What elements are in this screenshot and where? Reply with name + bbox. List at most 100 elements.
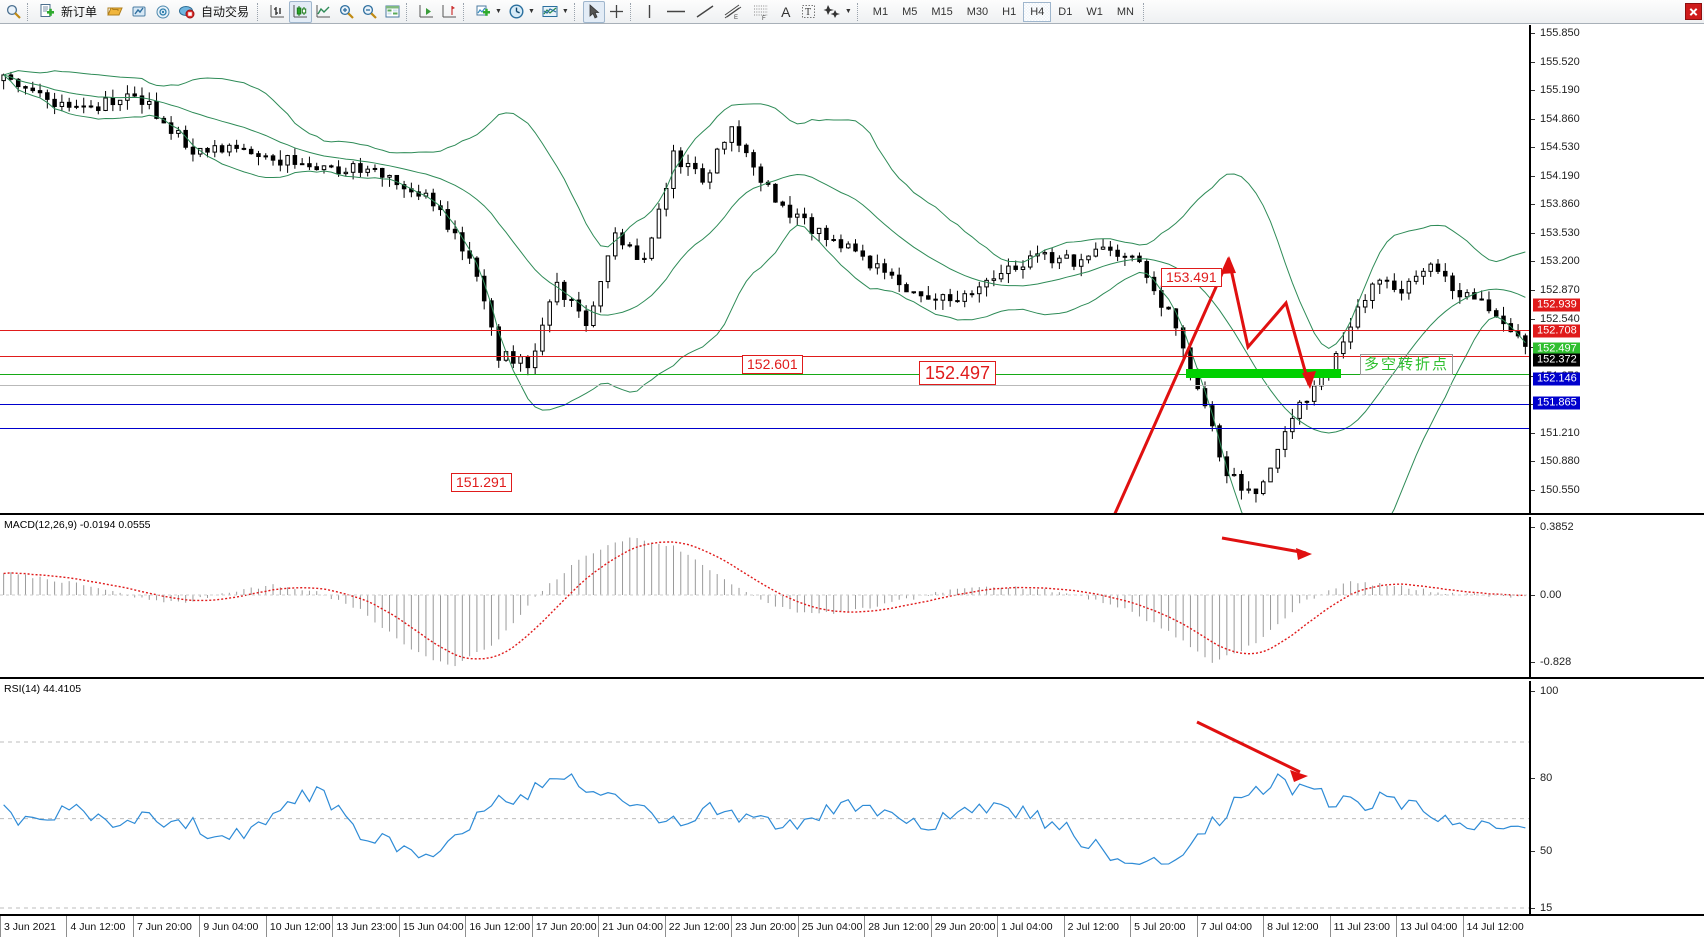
fibonacci-icon[interactable]: F (747, 1, 775, 23)
text-icon[interactable]: A (781, 3, 791, 20)
time-separator (1196, 916, 1198, 937)
price-tick (1531, 432, 1535, 434)
drawn-objects-svg (1113, 256, 1341, 513)
price-tag-152372[interactable]: 152.372 (1533, 353, 1580, 367)
tf-m1[interactable]: M1 (866, 2, 895, 22)
chevron-down-icon[interactable]: ▼ (844, 8, 852, 15)
cursor-icon[interactable] (582, 0, 605, 23)
rsi-plot-area[interactable]: RSI(14) 44.4105 (0, 681, 1529, 914)
price-tick-label: 154.860 (1540, 112, 1580, 125)
tf-h4[interactable]: H4 (1023, 1, 1052, 22)
time-tick-label: 4 Jun 12:00 (70, 921, 126, 933)
price-tag-152708[interactable]: 152.708 (1533, 324, 1580, 338)
new-order-button[interactable]: 新订单 (36, 1, 103, 23)
tf-h1[interactable]: H1 (995, 2, 1023, 22)
annotation-turning-point[interactable]: 多空转折点 (1360, 354, 1454, 375)
chart-shift-icon[interactable] (438, 1, 461, 23)
rsi-axis[interactable]: 100 80 50 15 (1529, 681, 1704, 914)
tf-m30[interactable]: M30 (960, 2, 995, 22)
price-axis[interactable]: 155.850 155.520 155.190 154.860 154.530 154.1… (1529, 25, 1704, 513)
annotation-152601[interactable]: 152.601 (742, 355, 803, 374)
auto-scroll-icon[interactable] (415, 1, 438, 23)
crosshair-icon[interactable] (605, 1, 628, 23)
macd-drawn-arrow-svg (1221, 536, 1312, 560)
price-tick (1531, 289, 1535, 291)
time-separator (465, 916, 467, 937)
tf-d1[interactable]: D1 (1051, 2, 1079, 22)
time-tick-label: 8 Jul 12:00 (1267, 921, 1319, 933)
time-tick-label: 10 Jun 12:00 (269, 921, 331, 933)
metaeditor-icon[interactable] (127, 1, 151, 23)
toolbar-separator (629, 2, 637, 21)
rsi-drawn-arrow-svg (1196, 720, 1308, 782)
price-tick-label: 152.540 (1540, 312, 1580, 325)
macd-axis[interactable]: 0.3852 0.00 -0.828 (1529, 517, 1704, 677)
vertical-line-icon[interactable] (639, 1, 661, 23)
bar-chart-icon[interactable] (266, 1, 289, 23)
time-tick-label: 21 Jun 04:00 (602, 921, 664, 933)
toolbar-separator (406, 2, 413, 21)
toolbar-separator (257, 2, 264, 21)
trendline-icon[interactable] (691, 1, 719, 23)
annotation-152497[interactable]: 152.497 (919, 361, 997, 385)
time-separator (797, 916, 799, 937)
rsi-pane[interactable]: RSI(14) 44.4105 100 80 50 15 (0, 681, 1704, 915)
macd-plot-area[interactable]: MACD(12,26,9) -0.0194 0.0555 (0, 517, 1529, 677)
folder-icon[interactable] (103, 1, 127, 23)
rsi-tick (1531, 778, 1535, 779)
time-tick-label: 28 Jun 12:00 (868, 921, 929, 933)
autotrading-button[interactable]: 自动交易 (175, 1, 255, 23)
annotation-153491[interactable]: 153.491 (1161, 268, 1222, 287)
tf-h4-label: H4 (1030, 5, 1045, 18)
annotation-151291[interactable]: 151.291 (451, 473, 512, 492)
shapes-icon[interactable]: ▼ (820, 1, 855, 23)
chevron-down-icon[interactable]: ▼ (527, 8, 535, 15)
macd-pane[interactable]: MACD(12,26,9) -0.0194 0.0555 0.3852 0.00 -… (0, 517, 1704, 679)
zoom-out-icon[interactable] (358, 1, 381, 23)
periods-icon[interactable]: ▼ (505, 1, 538, 23)
close-icon[interactable] (1685, 3, 1702, 20)
candlestick-chart-icon[interactable] (289, 0, 313, 23)
signals-icon[interactable] (151, 1, 175, 23)
price-tick (1531, 147, 1535, 149)
macd-caption: MACD(12,26,9) -0.0194 0.0555 (4, 519, 151, 531)
templates-icon[interactable]: ▼ (538, 1, 572, 23)
price-tick-label: 155.520 (1540, 55, 1580, 68)
tf-m15-label: M15 (931, 5, 953, 18)
price-tag-152497[interactable]: 152.497 (1533, 342, 1580, 356)
data-window-icon[interactable] (381, 1, 404, 23)
tf-w1-label: W1 (1086, 5, 1103, 18)
price-tag-151865[interactable]: 151.865 (1533, 396, 1580, 410)
time-tick-label: 3 Jun 2021 (4, 921, 56, 933)
tf-m15[interactable]: M15 (924, 2, 959, 22)
tf-mn[interactable]: MN (1110, 2, 1141, 22)
price-tick (1531, 261, 1535, 263)
price-tag-152939[interactable]: 152.939 (1533, 298, 1580, 312)
zoom-in-icon[interactable] (335, 1, 358, 23)
horizontal-line-icon[interactable] (661, 1, 691, 23)
price-plot-area[interactable]: 153.491 152.601 152.497 151.291 150.646 … (0, 25, 1534, 513)
chevron-down-icon[interactable]: ▼ (495, 8, 502, 15)
tf-m5[interactable]: M5 (895, 2, 924, 22)
time-axis[interactable]: 3 Jun 2021 4 Jun 12:00 7 Jun 20:00 9 Jun 04… (0, 915, 1704, 937)
price-chart-pane[interactable]: 153.491 152.601 152.497 151.291 150.646 … (0, 25, 1704, 515)
macd-series-svg (0, 537, 1529, 667)
price-tick-label: 154.190 (1540, 169, 1580, 182)
tf-d1-label: D1 (1058, 5, 1073, 18)
line-chart-icon[interactable] (312, 1, 335, 23)
macd-tick (1531, 662, 1535, 663)
price-tag-152146[interactable]: 152.146 (1533, 372, 1580, 386)
zoom-search-icon[interactable] (2, 1, 25, 23)
chevron-down-icon[interactable]: ▼ (561, 8, 569, 15)
price-tick-label: 155.190 (1540, 84, 1580, 97)
rsi-tick-label: 80 (1540, 772, 1553, 784)
tf-w1[interactable]: W1 (1079, 2, 1110, 22)
time-separator (1396, 916, 1398, 937)
indicators-icon[interactable]: ▼ (472, 1, 505, 23)
time-separator (398, 916, 400, 937)
text-label-icon[interactable]: T (797, 1, 820, 23)
equidistant-channel-icon[interactable]: E (719, 1, 747, 23)
time-tick-label: 9 Jun 04:00 (203, 921, 259, 933)
time-separator (664, 916, 666, 937)
price-tick-label: 154.530 (1540, 141, 1580, 154)
